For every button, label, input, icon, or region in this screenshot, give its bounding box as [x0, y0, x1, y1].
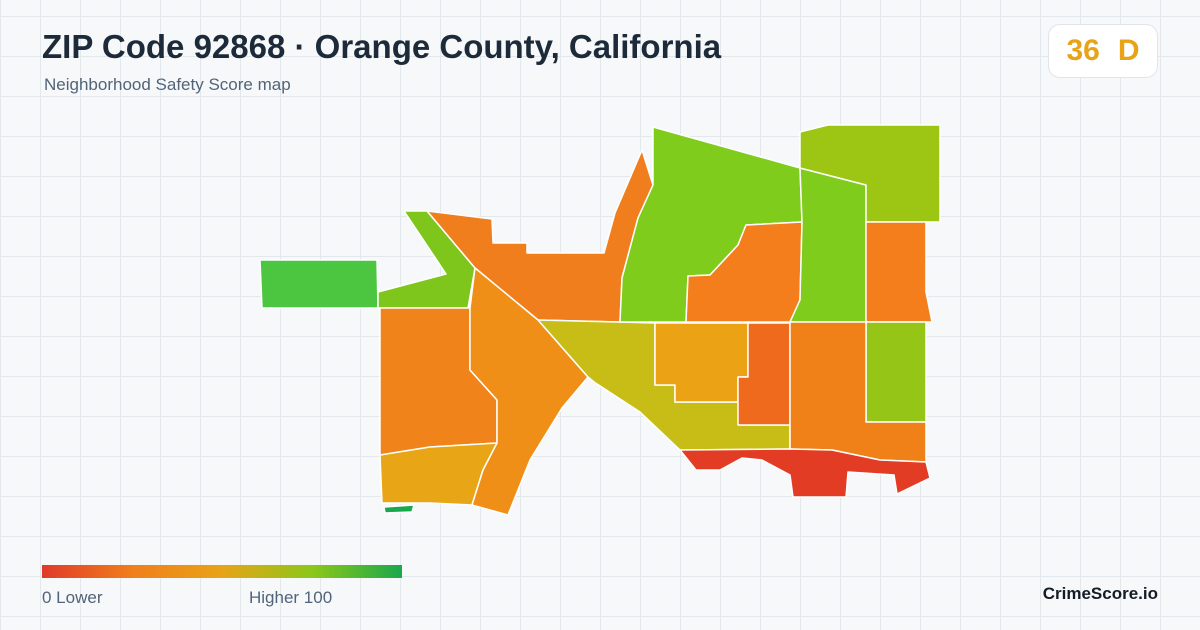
region-far-west[interactable] [259, 259, 379, 309]
page-title: ZIP Code 92868 · Orange County, Californ… [42, 28, 722, 65]
region-east-orange[interactable] [865, 221, 933, 323]
brand-logo-text: CrimeScore.io [1042, 584, 1158, 603]
score-grade: D [1117, 34, 1140, 67]
region-east-green[interactable] [865, 321, 927, 423]
score-value: 36 [1066, 34, 1100, 67]
safety-color-scale [42, 565, 402, 578]
page-subtitle: Neighborhood Safety Score map [44, 75, 291, 94]
legend-low-label: 0 Lower [42, 588, 103, 607]
region-northeast-green[interactable] [789, 167, 867, 323]
region-south-sliver[interactable] [383, 504, 415, 514]
region-south-red[interactable] [679, 448, 931, 498]
safety-score-badge: 36 D [1048, 24, 1158, 78]
legend-high-label: Higher 100 [249, 588, 333, 607]
